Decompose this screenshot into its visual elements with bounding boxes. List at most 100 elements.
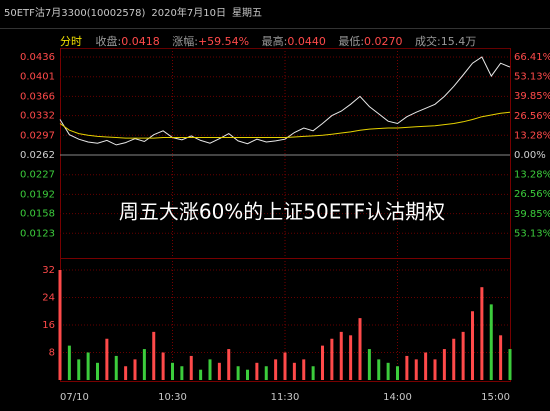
stat-value: 15.4万 xyxy=(440,35,477,48)
x-tick-label: 07/10 xyxy=(60,392,89,403)
info-row: 分时 收盘:0.0418 涨幅:+59.54% 最高:0.0440 最低:0.0… xyxy=(60,33,485,49)
x-tick-label: 10:30 xyxy=(158,392,187,403)
volume-bar xyxy=(105,338,109,380)
date: 2020年7月10日 xyxy=(151,8,226,19)
volume-bar xyxy=(302,359,306,380)
y2-tick-label: 53.13% xyxy=(514,228,550,239)
y2-tick-label: 0.00% xyxy=(514,150,546,161)
volume-bar xyxy=(489,304,493,380)
stat-value: 0.0270 xyxy=(364,35,403,48)
volume-bar xyxy=(452,338,456,380)
y2-tick-label: 26.56% xyxy=(514,111,550,122)
stat-label: 收盘: xyxy=(95,35,122,48)
stat-value: 0.0418 xyxy=(121,35,160,48)
volume-bar xyxy=(349,335,353,380)
volume-bar xyxy=(58,270,62,380)
volume-bar xyxy=(67,345,71,380)
volume-bar xyxy=(152,331,156,380)
annotation: 周五大涨60%的上证50ETF认沽期权 xyxy=(119,200,445,224)
stock-title: 50ETF沽7月3300(10002578) xyxy=(4,8,146,19)
volume-bar xyxy=(114,355,118,380)
volume-bar xyxy=(480,287,484,380)
volume-bar xyxy=(471,311,474,380)
y2-tick-label: 39.85% xyxy=(514,209,550,220)
stat-value: 0.0440 xyxy=(287,35,326,48)
volume-bar xyxy=(283,352,287,380)
volume-bar xyxy=(442,349,446,380)
volume-bar xyxy=(433,359,437,380)
volume-bar xyxy=(77,359,81,380)
volume-bar xyxy=(208,359,212,380)
y-tick-label: 0.0192 xyxy=(20,189,55,200)
volume-tick-label: 24 xyxy=(42,293,55,304)
volume-bar xyxy=(264,366,268,380)
stat-label: 涨幅: xyxy=(172,35,198,48)
volume-bar xyxy=(227,349,231,380)
y-tick-label: 0.0262 xyxy=(20,150,55,161)
stat-label: 成交: xyxy=(415,35,441,48)
volume-bar xyxy=(461,331,465,380)
y-tick-label: 0.0401 xyxy=(20,72,55,83)
volume-bar xyxy=(358,318,362,380)
volume-bar xyxy=(161,352,165,380)
volume-bar xyxy=(142,349,146,380)
volume-tick-label: 32 xyxy=(42,265,55,276)
volume-bar xyxy=(339,331,343,380)
volume-bar xyxy=(292,362,296,380)
frame xyxy=(510,48,511,382)
y2-tick-label: 39.85% xyxy=(514,91,550,102)
y-tick-label: 0.0332 xyxy=(20,111,55,122)
volume-bar xyxy=(236,366,240,380)
volume-bar xyxy=(311,366,315,380)
weekday: 星期五 xyxy=(231,8,262,19)
y2-tick-label: 66.41% xyxy=(514,52,550,63)
stat-label: 最低: xyxy=(338,35,365,48)
volume-bar xyxy=(386,362,390,380)
y-tick-label: 0.0436 xyxy=(20,52,55,63)
y-tick-label: 0.0227 xyxy=(20,170,55,181)
y-tick-label: 0.0297 xyxy=(20,130,55,141)
volume-bar xyxy=(217,362,221,380)
volume-tick-label: 16 xyxy=(42,320,55,331)
volume-bar xyxy=(124,366,128,380)
volume-bar xyxy=(180,366,184,380)
y-tick-label: 0.0158 xyxy=(20,209,55,220)
average-line xyxy=(59,111,511,139)
divider xyxy=(0,28,550,29)
x-tick-label: 15:00 xyxy=(481,392,510,403)
period: 分时 xyxy=(60,35,82,48)
volume-bar xyxy=(133,359,137,380)
x-tick-label: 11:30 xyxy=(271,392,300,403)
stat-value: +59.54% xyxy=(197,35,250,48)
volume-bar xyxy=(424,352,428,380)
header: 50ETF沽7月3300(10002578) 2020年7月10日 星期五 xyxy=(4,4,268,19)
y-tick-label: 0.0366 xyxy=(20,91,55,102)
x-tick-label: 14:00 xyxy=(383,392,412,403)
volume-bar xyxy=(86,352,90,380)
y2-tick-label: 53.13% xyxy=(514,72,550,83)
volume-bar xyxy=(414,359,418,380)
frame xyxy=(60,48,61,382)
volume-bar xyxy=(367,349,371,380)
volume-bar xyxy=(330,338,334,380)
volume-bar xyxy=(321,345,324,380)
volume-bar xyxy=(189,355,193,380)
volume-bar xyxy=(246,369,249,380)
volume-bar xyxy=(199,369,203,380)
volume-bar xyxy=(377,359,381,380)
stat-label: 最高: xyxy=(261,35,288,48)
frame xyxy=(60,381,510,382)
volume-bar xyxy=(508,349,512,380)
volume-bar xyxy=(499,335,503,380)
volume-bar xyxy=(396,366,399,380)
y-tick-label: 0.0123 xyxy=(20,228,55,239)
y2-tick-label: 13.28% xyxy=(514,170,550,181)
volume-bar xyxy=(255,362,259,380)
volume-bar xyxy=(274,359,278,380)
volume-bar xyxy=(171,362,174,380)
y2-tick-label: 26.56% xyxy=(514,189,550,200)
volume-bar xyxy=(96,362,99,380)
price-line xyxy=(59,56,511,146)
